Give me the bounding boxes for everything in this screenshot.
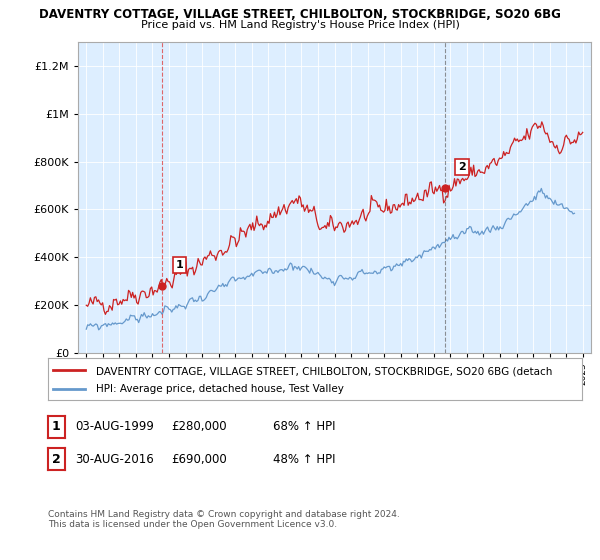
Text: 1: 1 bbox=[176, 260, 184, 270]
Text: 48% ↑ HPI: 48% ↑ HPI bbox=[273, 452, 335, 466]
Text: DAVENTRY COTTAGE, VILLAGE STREET, CHILBOLTON, STOCKBRIDGE, SO20 6BG (detach: DAVENTRY COTTAGE, VILLAGE STREET, CHILBO… bbox=[96, 366, 553, 376]
Text: 68% ↑ HPI: 68% ↑ HPI bbox=[273, 420, 335, 433]
Text: 2: 2 bbox=[52, 452, 61, 466]
Text: 30-AUG-2016: 30-AUG-2016 bbox=[75, 452, 154, 466]
Text: 03-AUG-1999: 03-AUG-1999 bbox=[75, 420, 154, 433]
Text: £690,000: £690,000 bbox=[171, 452, 227, 466]
Text: £280,000: £280,000 bbox=[171, 420, 227, 433]
Text: HPI: Average price, detached house, Test Valley: HPI: Average price, detached house, Test… bbox=[96, 385, 344, 394]
Text: Contains HM Land Registry data © Crown copyright and database right 2024.
This d: Contains HM Land Registry data © Crown c… bbox=[48, 510, 400, 529]
Text: Price paid vs. HM Land Registry's House Price Index (HPI): Price paid vs. HM Land Registry's House … bbox=[140, 20, 460, 30]
Text: 1: 1 bbox=[52, 420, 61, 433]
Text: 2: 2 bbox=[458, 162, 466, 172]
Text: DAVENTRY COTTAGE, VILLAGE STREET, CHILBOLTON, STOCKBRIDGE, SO20 6BG: DAVENTRY COTTAGE, VILLAGE STREET, CHILBO… bbox=[39, 8, 561, 21]
